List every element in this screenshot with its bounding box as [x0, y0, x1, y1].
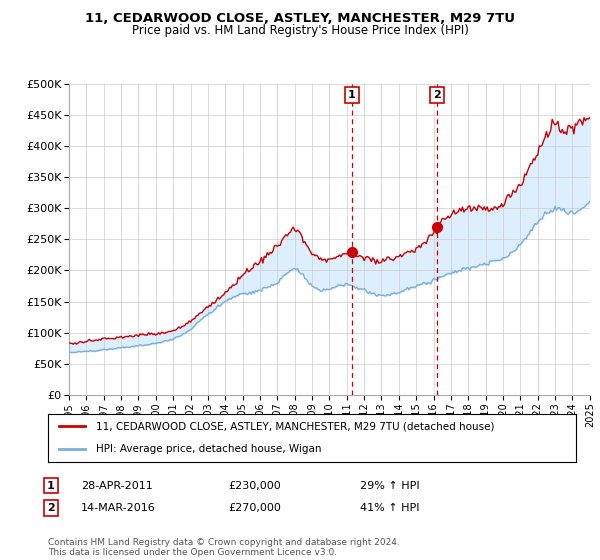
Text: 1: 1 — [47, 480, 55, 491]
Text: 11, CEDARWOOD CLOSE, ASTLEY, MANCHESTER, M29 7TU (detached house): 11, CEDARWOOD CLOSE, ASTLEY, MANCHESTER,… — [95, 421, 494, 431]
Text: HPI: Average price, detached house, Wigan: HPI: Average price, detached house, Wiga… — [95, 444, 321, 454]
Text: 2: 2 — [47, 503, 55, 513]
Text: Contains HM Land Registry data © Crown copyright and database right 2024.
This d: Contains HM Land Registry data © Crown c… — [48, 538, 400, 557]
Text: Price paid vs. HM Land Registry's House Price Index (HPI): Price paid vs. HM Land Registry's House … — [131, 24, 469, 36]
Text: 29% ↑ HPI: 29% ↑ HPI — [360, 480, 419, 491]
Text: £230,000: £230,000 — [228, 480, 281, 491]
Text: 1: 1 — [348, 90, 356, 100]
Text: 41% ↑ HPI: 41% ↑ HPI — [360, 503, 419, 513]
Text: 11, CEDARWOOD CLOSE, ASTLEY, MANCHESTER, M29 7TU: 11, CEDARWOOD CLOSE, ASTLEY, MANCHESTER,… — [85, 12, 515, 25]
Text: 2: 2 — [433, 90, 441, 100]
Text: £270,000: £270,000 — [228, 503, 281, 513]
Text: 14-MAR-2016: 14-MAR-2016 — [81, 503, 156, 513]
Text: 28-APR-2011: 28-APR-2011 — [81, 480, 153, 491]
